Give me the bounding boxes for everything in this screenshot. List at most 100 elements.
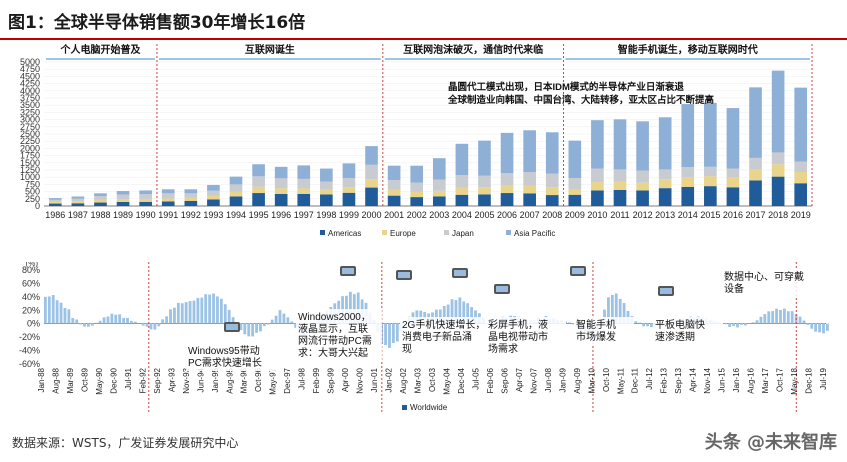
figure-title: 图1：全球半导体销售额30年增长16倍 — [8, 13, 306, 33]
x-tick-label: 2001 — [384, 210, 404, 220]
y-tick-label: 80% — [22, 265, 40, 275]
growth-bar — [282, 313, 286, 324]
bar-japan — [591, 168, 604, 183]
growth-bar — [59, 302, 63, 324]
growth-bar — [618, 298, 622, 324]
annotation-line: PC需求快速增长 — [188, 356, 262, 369]
annotation-line: 现 — [402, 343, 412, 355]
bar-asia-pacific — [387, 165, 401, 181]
bar-asia-pacific — [681, 104, 695, 168]
annotation-line: 液晶显示，互联 — [298, 322, 368, 335]
bar-japan — [274, 178, 288, 189]
x-tick-label: Jul-98 — [298, 367, 307, 389]
growth-bar — [153, 323, 157, 330]
x-tick-label: Mar-10 — [587, 367, 596, 393]
growth-bar — [114, 314, 118, 324]
x-tick-label: 2011 — [610, 210, 629, 220]
x-tick-label: Apr-00 — [341, 367, 350, 392]
bar-europe — [410, 191, 424, 198]
y-tick-label: 2500 — [20, 129, 40, 139]
x-tick-label: 2002 — [407, 210, 427, 220]
x-tick-label: 2008 — [542, 210, 562, 220]
growth-bar — [176, 302, 180, 324]
bar-americas — [94, 202, 107, 206]
bar-japan — [184, 193, 198, 198]
x-tick-label: 2009 — [565, 210, 585, 220]
y-tick-label: 1250 — [20, 165, 40, 175]
bar-japan — [771, 152, 785, 165]
annotation-line: Windows95带动 — [188, 345, 260, 357]
bar-europe — [139, 198, 152, 202]
bar-europe — [207, 195, 220, 200]
annotation-bg — [296, 309, 382, 361]
x-tick-label: 1987 — [68, 210, 88, 220]
bar-japan — [478, 175, 491, 188]
bar-europe — [184, 197, 198, 201]
bar-asia-pacific — [342, 163, 356, 179]
growth-bar — [736, 323, 739, 328]
bar-americas — [387, 195, 401, 206]
x-tick-label: Oct-17 — [776, 367, 785, 392]
growth-bar — [223, 304, 227, 324]
x-tick-label: Dec-11 — [631, 367, 640, 393]
growth-bar — [466, 303, 470, 324]
growth-bar — [149, 323, 153, 330]
annotation-line: 网流行带动PC需 — [298, 334, 372, 347]
bar-japan — [455, 175, 469, 188]
x-tick-label: Dec-90 — [109, 367, 118, 393]
growth-bar — [755, 320, 759, 324]
bar-japan — [48, 199, 62, 202]
bar-asia-pacific — [749, 87, 762, 158]
x-tick-label: 2017 — [746, 210, 766, 220]
bar-asia-pacific — [613, 119, 627, 170]
x-tick-label: Nov-07 — [529, 367, 538, 393]
title-bar: 图1：全球半导体销售额30年增长16倍 — [0, 0, 847, 40]
bar-americas — [455, 194, 469, 206]
bar-americas — [636, 190, 649, 206]
x-tick-label: May-18 — [790, 367, 799, 394]
x-tick-label: Apr-14 — [689, 367, 698, 392]
growth-bar — [79, 323, 83, 325]
growth-bar — [724, 323, 728, 325]
bar-americas — [252, 193, 265, 206]
growth-bar — [767, 311, 771, 324]
growth-bar — [216, 296, 219, 324]
x-tick-label: Sep-99 — [327, 367, 336, 393]
annotation-4: 彩屏手机，液晶电视带动市场需求 — [486, 317, 566, 357]
bar-americas — [726, 187, 740, 206]
growth-bar — [454, 300, 458, 324]
era-label: 互联网诞生 — [245, 43, 295, 56]
annotation-2: Windows2000，液晶显示，互联网流行带动PC需求：大哥大兴起 — [296, 309, 382, 361]
bar-americas — [161, 201, 175, 206]
annotation-text: 晶圆代工模式出现，日本IDM模式的半导体产业日渐衰退 — [448, 81, 684, 93]
bar-japan — [116, 194, 130, 200]
growth-bar — [384, 323, 387, 346]
bar-americas — [523, 193, 536, 206]
growth-bar — [388, 323, 391, 348]
growth-bar — [180, 303, 184, 324]
bar-americas — [207, 199, 220, 206]
growth-bar — [227, 309, 231, 324]
growth-bar — [204, 294, 208, 324]
x-tick-label: 1989 — [113, 210, 133, 220]
bar-japan — [545, 173, 559, 188]
growth-bar — [90, 323, 94, 326]
x-tick-label: Apr-07 — [515, 367, 524, 392]
bar-europe — [500, 185, 514, 194]
watermark: 头条 @未来智库 — [704, 432, 837, 453]
growth-bar — [98, 320, 102, 324]
x-tick-label: Aug-09 — [573, 367, 582, 393]
growth-bar — [110, 313, 114, 324]
legend-label: Europe — [390, 229, 416, 238]
x-tick-label: May-90 — [95, 367, 104, 394]
annotation-text: Windows2000，液晶显示，互联网流行带动PC需求：大哥大兴起 — [298, 312, 372, 359]
growth-bar — [278, 310, 282, 324]
y-tick-label: 5000 — [20, 57, 40, 67]
growth-bar — [169, 309, 172, 324]
x-tick-label: Nov-00 — [356, 367, 365, 393]
growth-bar — [782, 308, 786, 324]
x-tick-label: Feb-06 — [486, 367, 495, 393]
growth-bar — [348, 291, 352, 324]
growth-bar — [106, 316, 110, 324]
y-tick-label: 1500 — [20, 158, 40, 168]
